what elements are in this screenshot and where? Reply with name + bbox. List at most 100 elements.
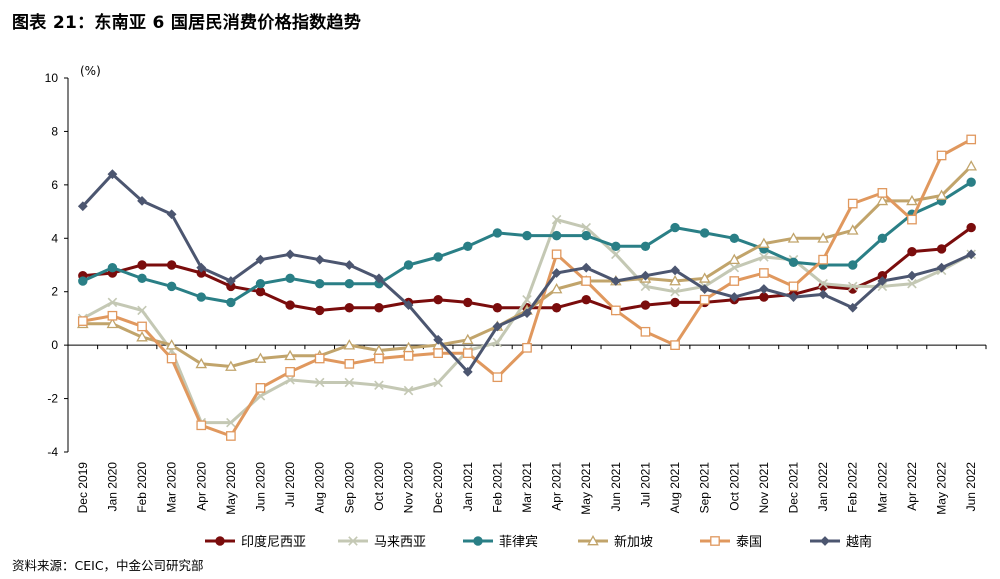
x-tick-label: Mar 2021: [520, 462, 534, 513]
data-point: [877, 276, 888, 286]
data-point: [640, 270, 651, 281]
data-point: [787, 232, 800, 243]
data-point: [729, 276, 740, 286]
legend-item-6: 越南: [810, 534, 872, 550]
data-point: [587, 534, 599, 546]
data-point: [935, 189, 948, 200]
data-point: [255, 254, 266, 265]
data-point: [314, 353, 325, 364]
data-point: [255, 383, 266, 393]
data-point-stroke: [226, 417, 236, 428]
data-point: [492, 321, 503, 332]
data-point: [670, 340, 680, 350]
x-tick-label: Nov 2020: [402, 462, 416, 514]
data-point: [966, 134, 977, 145]
data-point: [846, 224, 859, 235]
data-point: [433, 348, 444, 359]
data-point: [403, 385, 414, 396]
data-point: [284, 349, 296, 361]
x-tick-label: Mar 2020: [165, 462, 179, 513]
legend-item-2: 马来西亚: [338, 535, 426, 550]
data-point: [344, 303, 355, 313]
chart-title: 图表 21：东南亚 6 国居民消费价格指数趋势: [12, 13, 362, 33]
data-point: [433, 334, 444, 345]
x-tick-label: Jan 2020: [105, 462, 119, 512]
x-tick-label: Jun 2021: [609, 462, 623, 512]
legend-item-1: 印度尼西亚: [205, 534, 306, 550]
data-point: [936, 262, 947, 273]
data-point: [492, 228, 503, 238]
data-point: [729, 292, 740, 302]
chart-legend: 印度尼西亚 马来西亚 菲律宾 新加坡 泰国 越南: [205, 534, 872, 550]
data-point: [226, 417, 236, 428]
x-tick-label: Apr 2020: [194, 462, 208, 511]
data-point: [818, 278, 828, 289]
data-point: [966, 222, 976, 233]
data-point-stroke: [433, 377, 443, 388]
data-point: [551, 303, 562, 313]
y-unit-label: (%): [80, 64, 101, 78]
data-point-stroke: [877, 281, 888, 292]
x-tick-label: Oct 2021: [727, 462, 741, 511]
data-point: [522, 294, 532, 305]
data-point: [374, 353, 384, 364]
data-point-stroke: [255, 391, 266, 401]
x-tick-label: Feb 2022: [846, 462, 860, 513]
legend-item-3: 菲律宾: [463, 534, 538, 550]
data-point-stroke: [818, 278, 828, 289]
data-point: [78, 276, 88, 286]
data-point: [344, 377, 355, 388]
data-point: [581, 295, 591, 305]
data-point: [403, 300, 414, 310]
data-point: [759, 268, 769, 278]
data-point-stroke: [729, 262, 740, 273]
data-point: [196, 420, 207, 431]
data-point: [729, 262, 740, 273]
x-tick-label: Feb 2020: [135, 462, 149, 513]
x-tick-label: Mar 2022: [875, 462, 889, 513]
data-point: [876, 194, 889, 206]
data-point: [107, 297, 118, 308]
data-point-stroke: [374, 380, 384, 390]
x-tick-label: Sep 2021: [698, 462, 712, 514]
data-point: [343, 339, 356, 350]
legend-label: 菲律宾: [499, 534, 538, 550]
series-line: [82, 218, 972, 425]
x-tick-label: Jan 2022: [816, 462, 830, 512]
data-point: [640, 300, 651, 310]
x-tick-label: Apr 2022: [905, 462, 919, 511]
data-point: [107, 310, 118, 321]
series-3: [78, 177, 976, 308]
data-point: [551, 214, 562, 225]
data-point: [788, 257, 799, 268]
data-point: [759, 252, 769, 262]
y-tick-label: 2: [51, 285, 58, 299]
x-tick-label: Sep 2020: [342, 462, 356, 514]
legend-label: 越南: [846, 534, 872, 550]
data-point: [610, 276, 621, 286]
data-point: [344, 358, 355, 369]
data-point: [374, 273, 384, 284]
x-tick-label: Jul 2021: [638, 462, 652, 508]
x-tick-label: Dec 2021: [787, 462, 801, 514]
data-point: [226, 431, 236, 441]
x-tick-label: Aug 2020: [313, 462, 327, 514]
data-point: [818, 254, 828, 265]
data-point: [433, 252, 443, 262]
data-point: [550, 283, 563, 294]
data-point: [611, 249, 621, 260]
data-point: [670, 286, 680, 297]
data-point: [196, 292, 206, 302]
data-point: [581, 230, 591, 241]
data-point: [225, 360, 237, 371]
y-tick-label: 8: [51, 124, 58, 138]
data-point: [285, 273, 295, 284]
data-point-stroke: [611, 249, 621, 260]
x-tick-label: Jan 2021: [461, 462, 475, 512]
x-tick-label: Jun 2020: [253, 462, 267, 512]
data-point: [817, 232, 829, 243]
data-point: [640, 326, 651, 337]
x-tick-label: Dec 2019: [76, 462, 90, 514]
series-2: [78, 214, 976, 428]
